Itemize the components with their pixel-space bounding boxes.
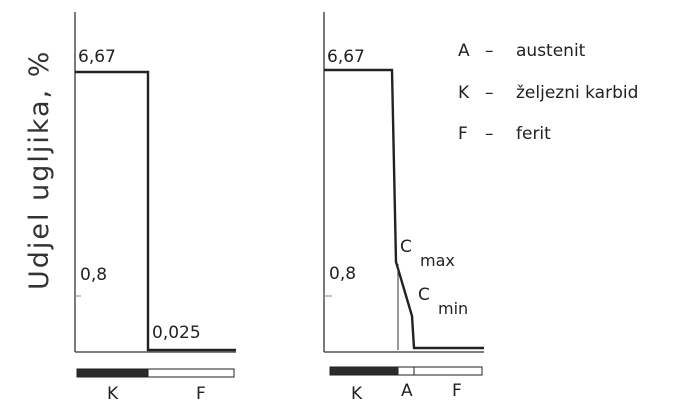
legend-dash-f: – [485,124,494,144]
legend-dash-a: – [485,41,494,61]
right-value-top: 6,67 [327,47,365,67]
left-carbon-profile [75,70,236,352]
c-min-symbol: C [418,285,430,305]
right-carbon-profile [324,68,484,350]
legend: A – austenit K – željezni karbid F – fer… [458,41,638,144]
right-phase-label-a: A [401,381,413,401]
left-phase-bar-f [147,368,235,378]
legend-text-a: austenit [516,41,586,61]
right-diagram: 6,67 0,8 C max C min K A F [323,12,484,404]
c-max-symbol: C [400,237,412,257]
y-axis-label: Udjel ugljika, % [24,50,55,290]
left-phase-bar-k [76,368,149,378]
right-phase-bar-k [329,366,399,376]
c-min-subscript: min [438,299,468,318]
left-diagram: 6,67 0,8 0,025 K F [74,12,236,404]
right-phase-bar-f [413,366,483,376]
left-phase-label-k: K [107,384,119,404]
left-value-low: 0,025 [152,323,201,343]
legend-key-f: F [458,124,468,144]
legend-key-a: A [458,41,470,61]
legend-key-k: K [458,83,470,103]
right-phase-label-k: K [351,384,363,404]
c-max-subscript: max [420,251,455,270]
right-phase-bar-a [397,366,415,376]
left-value-mid: 0,8 [80,265,107,285]
left-value-top: 6,67 [78,47,116,67]
legend-text-f: ferit [516,124,551,144]
legend-text-k: željezni karbid [516,83,638,103]
right-phase-label-f: F [452,381,462,401]
right-value-mid: 0,8 [329,264,356,284]
legend-dash-k: – [485,83,494,103]
left-phase-label-f: F [196,384,206,404]
